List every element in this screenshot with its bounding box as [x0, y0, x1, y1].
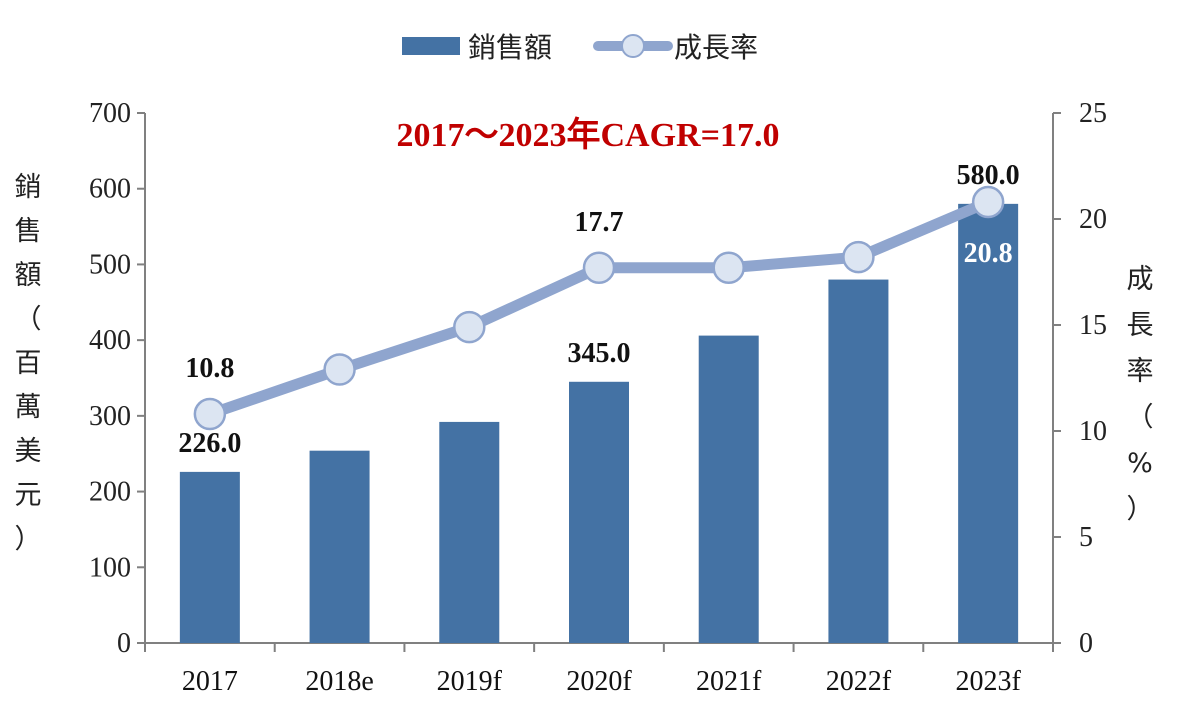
right-axis-title-char: 率: [1127, 356, 1154, 387]
line-point: [712, 251, 745, 285]
left-axis-title-char: 元: [15, 480, 42, 511]
line-point: [971, 185, 1005, 219]
right-tick-label: 10: [1079, 416, 1107, 447]
left-axis-title-char: 銷: [15, 172, 42, 203]
category-label: 2017: [182, 666, 238, 697]
left-axis-title-char: ）: [15, 524, 42, 555]
category-label: 2018e: [305, 666, 373, 697]
legend-bar-label: 銷售額: [468, 31, 552, 64]
line-series: [193, 185, 1005, 431]
line-point: [582, 251, 616, 285]
bar: [828, 279, 889, 643]
left-tick-label: 0: [117, 628, 131, 659]
line-point: [842, 240, 875, 274]
left-tick-label: 100: [89, 552, 131, 583]
left-axis-title-char: 萬: [15, 392, 42, 423]
bar: [569, 381, 629, 643]
left-tick-label: 700: [89, 98, 131, 129]
legend-line-marker: [621, 34, 645, 58]
bar-value-label: 345.0: [568, 338, 631, 369]
legend-line-label: 成長率: [674, 31, 758, 64]
left-axis-title-char: 美: [15, 436, 42, 467]
growth-value-label: 17.7: [575, 207, 624, 238]
line-point: [193, 397, 227, 431]
left-axis-title-char: （: [15, 304, 42, 335]
bar: [439, 421, 500, 643]
growth-value-label: 10.8: [185, 353, 234, 384]
growth-value-label: 20.8: [964, 238, 1013, 269]
category-label: 2019f: [437, 666, 503, 697]
left-tick-label: 300: [89, 401, 131, 432]
left-tick-label: 500: [89, 249, 131, 280]
left-axis-ticks: 0 100 200 300 400 500 600 700: [89, 98, 145, 659]
right-axis-title-char: %: [1127, 448, 1153, 479]
left-tick-label: 600: [89, 174, 131, 205]
right-axis-title-char: 成: [1127, 264, 1154, 295]
line-point: [323, 353, 356, 386]
x-axis-ticks: 2017 2018e 2019f 2020f 2021f 2022f 2023f: [144, 643, 1054, 697]
left-axis-title-char: 售: [15, 216, 42, 247]
bar-value-label: 226.0: [178, 428, 241, 459]
category-label: 2021f: [696, 666, 762, 697]
legend-bar-swatch: [402, 37, 460, 55]
bar: [309, 450, 370, 643]
bar: [179, 471, 240, 643]
left-tick-label: 200: [89, 477, 131, 508]
category-label: 2022f: [826, 666, 892, 697]
left-tick-label: 400: [89, 325, 131, 356]
right-axis-title-char: ）: [1127, 494, 1154, 525]
category-label: 2023f: [955, 666, 1021, 697]
right-axis-title-char: 長: [1127, 310, 1154, 341]
right-tick-label: 25: [1079, 98, 1107, 129]
data-labels: 226.0 345.0 580.0 10.8 17.7 20.8: [178, 160, 1019, 459]
right-tick-label: 5: [1079, 522, 1093, 553]
line-point: [453, 310, 486, 344]
left-axis-title-char: 百: [15, 348, 42, 379]
right-tick-label: 15: [1079, 310, 1107, 341]
bar-series: [179, 203, 1019, 643]
right-tick-label: 0: [1079, 628, 1093, 659]
right-axis-title-char: （: [1127, 402, 1154, 433]
legend: 銷售額 成長率: [402, 31, 758, 64]
right-axis-title: 成長率 （% ）: [1127, 264, 1154, 525]
cagr-annotation: 2017～2023年CAGR=17.0: [397, 116, 780, 154]
left-axis-title-char: 額: [15, 260, 42, 291]
category-label: 2020f: [566, 666, 632, 697]
right-tick-label: 20: [1079, 204, 1107, 235]
bar: [958, 203, 1019, 643]
bar: [698, 335, 759, 643]
right-axis-ticks: 0 5 10 15 20 25: [1053, 98, 1107, 659]
bar-value-label: 580.0: [957, 160, 1020, 191]
